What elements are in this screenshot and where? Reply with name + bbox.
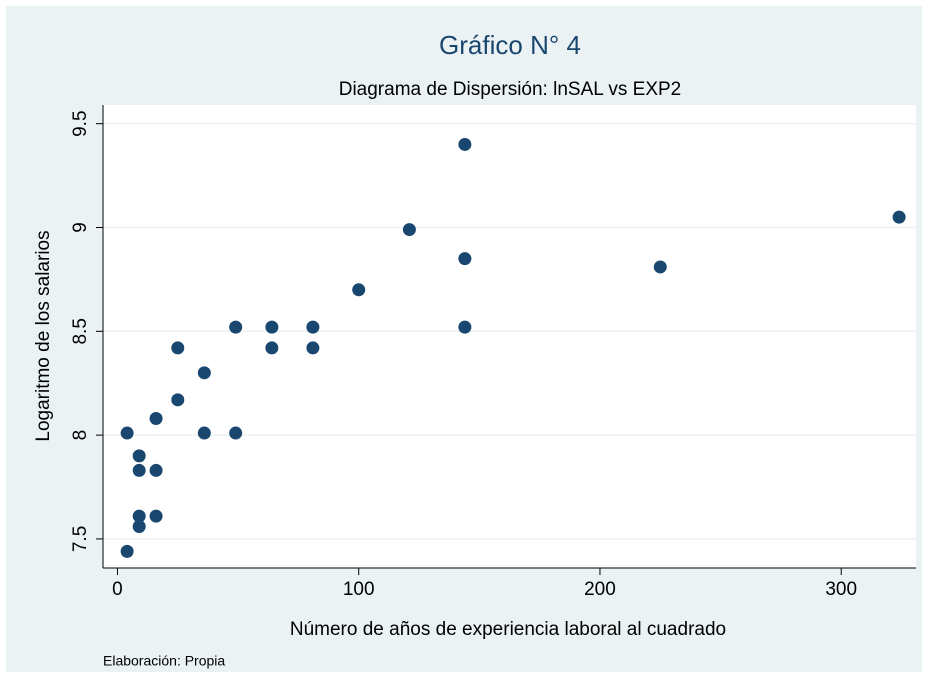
point	[132, 463, 146, 477]
point	[892, 210, 906, 224]
point	[197, 366, 211, 380]
point	[229, 320, 243, 334]
y-axis-label: Logaritmo de los salarios	[33, 230, 54, 441]
x-axis-label: Número de años de experiencia laboral al…	[290, 619, 726, 640]
point	[197, 426, 211, 440]
point	[149, 509, 163, 523]
point	[149, 463, 163, 477]
point	[265, 341, 279, 355]
chart-title: Gráfico N° 4	[439, 30, 581, 60]
point	[132, 509, 146, 523]
point	[171, 393, 185, 407]
note: Elaboración: Propia	[103, 653, 225, 669]
point	[229, 426, 243, 440]
point	[458, 320, 472, 334]
x-tick-label: 300	[825, 579, 857, 600]
point	[132, 449, 146, 463]
y-tick-label: 9	[70, 222, 91, 233]
point	[352, 283, 366, 297]
plot-region	[103, 105, 916, 568]
y-tick-label: 8.5	[70, 318, 91, 344]
point	[265, 320, 279, 334]
y-tick-label: 8	[70, 430, 91, 441]
point	[458, 137, 472, 151]
y-tick-label: 9.5	[70, 110, 91, 136]
point	[149, 412, 163, 426]
point	[120, 544, 134, 558]
point	[402, 223, 416, 237]
x-tick-label: 100	[343, 579, 375, 600]
y-tick-label: 7.5	[70, 526, 91, 552]
point	[458, 252, 472, 266]
chart-subtitle: Diagrama de Dispersión: lnSAL vs EXP2	[339, 79, 682, 100]
x-tick-label: 0	[112, 579, 123, 600]
x-tick-label: 200	[584, 579, 616, 600]
point	[132, 519, 146, 533]
point	[306, 341, 320, 355]
point	[171, 341, 185, 355]
point	[653, 260, 667, 274]
point	[120, 426, 134, 440]
point	[306, 320, 320, 334]
